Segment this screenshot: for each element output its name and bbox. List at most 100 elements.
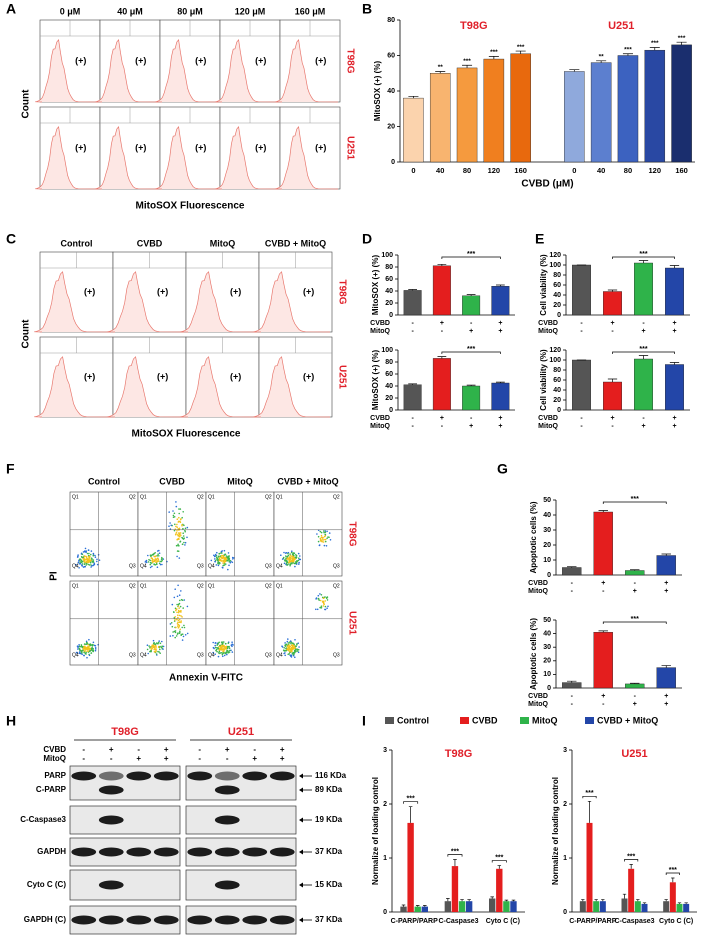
event-dot <box>174 619 176 621</box>
event-dot <box>154 552 156 554</box>
event-dot <box>315 608 317 611</box>
event-dot <box>230 649 232 652</box>
significance-bracket <box>403 801 419 804</box>
bar <box>641 903 648 912</box>
event-dot <box>298 646 300 648</box>
event-dot <box>156 555 159 557</box>
event-dot <box>82 566 85 568</box>
event-dot <box>169 522 171 524</box>
x-tick-label: 80 <box>463 166 471 175</box>
histogram-curve <box>107 356 185 418</box>
event-dot <box>178 594 181 596</box>
bar <box>634 901 641 912</box>
error-bar <box>415 905 420 907</box>
event-dot <box>320 531 323 534</box>
event-dot <box>175 544 178 547</box>
treatment-sign: + <box>164 745 169 754</box>
event-dot <box>223 654 226 657</box>
event-dot <box>177 584 179 587</box>
event-dot <box>172 516 175 518</box>
event-dot <box>294 651 296 654</box>
error-bar <box>629 864 633 869</box>
event-dot <box>85 555 87 558</box>
event-dot <box>84 652 87 655</box>
event-dot <box>78 648 81 650</box>
treatment-sign: - <box>253 745 256 754</box>
event-dot <box>315 598 317 600</box>
error-bar <box>467 899 471 902</box>
histogram-curve <box>95 38 159 103</box>
event-dot <box>179 630 181 633</box>
treatment-name: CVBD <box>43 745 66 754</box>
blot-size: 37 KDa <box>315 915 343 924</box>
y-tick-label: 40 <box>543 630 551 637</box>
event-dot <box>147 561 150 563</box>
bar <box>414 906 421 912</box>
event-dot <box>156 560 158 563</box>
event-dot <box>168 525 170 527</box>
event-dot <box>290 648 293 650</box>
event-dot <box>214 558 216 560</box>
size-arrowhead <box>299 882 303 888</box>
error-bar <box>504 899 509 902</box>
event-dot <box>173 596 176 599</box>
significance-label: *** <box>631 616 639 623</box>
treatment-name: CVBD <box>528 580 548 587</box>
event-dot <box>155 646 158 648</box>
event-dot <box>221 642 224 645</box>
event-dot <box>233 557 235 559</box>
event-dot <box>288 644 290 646</box>
event-dot <box>325 597 328 599</box>
event-dot <box>183 541 185 544</box>
event-dot <box>226 559 229 562</box>
histogram-curve <box>180 356 258 418</box>
treatment-sign: - <box>411 415 414 422</box>
y-tick-label: 0 <box>391 159 395 166</box>
event-dot <box>324 531 327 533</box>
event-dot <box>175 626 177 629</box>
x-tick-label: 40 <box>597 166 605 175</box>
event-dot <box>317 594 320 597</box>
blot-band <box>153 771 179 781</box>
event-dot <box>226 653 228 656</box>
event-dot <box>323 531 325 534</box>
event-dot <box>176 523 178 526</box>
event-dot <box>222 655 224 658</box>
event-dot <box>78 645 81 648</box>
y-tick-label: 10 <box>543 671 551 678</box>
event-dot <box>290 551 293 554</box>
event-dot <box>227 568 229 571</box>
event-dot <box>149 559 151 562</box>
event-dot <box>152 642 155 645</box>
event-dot <box>176 603 178 606</box>
y-tick-label: 40 <box>385 383 393 390</box>
event-dot <box>218 650 221 653</box>
bar-annotation: *** <box>624 46 632 53</box>
event-dot <box>154 644 157 647</box>
event-dot <box>228 651 231 653</box>
bar <box>656 667 676 689</box>
event-dot <box>77 648 79 650</box>
event-dot <box>178 512 180 515</box>
event-dot <box>286 640 289 643</box>
chart-title: T98G <box>445 748 473 760</box>
event-dot <box>285 647 287 650</box>
legend-label: CVBD + MitoQ <box>597 715 658 725</box>
event-dot <box>295 561 297 564</box>
event-dot <box>86 561 88 563</box>
event-dot <box>176 530 178 532</box>
event-dot <box>223 645 225 647</box>
event-dot <box>175 635 178 637</box>
event-dot <box>172 634 174 637</box>
blot-band <box>214 915 240 925</box>
event-dot <box>90 559 92 562</box>
x-tick-label: C-PARP/PARP <box>569 918 617 925</box>
event-dot <box>319 593 321 595</box>
event-dot <box>177 535 180 537</box>
event-dot <box>152 553 155 556</box>
bar <box>465 901 473 912</box>
event-dot <box>318 544 321 547</box>
event-dot <box>182 532 184 534</box>
event-dot <box>293 558 295 561</box>
